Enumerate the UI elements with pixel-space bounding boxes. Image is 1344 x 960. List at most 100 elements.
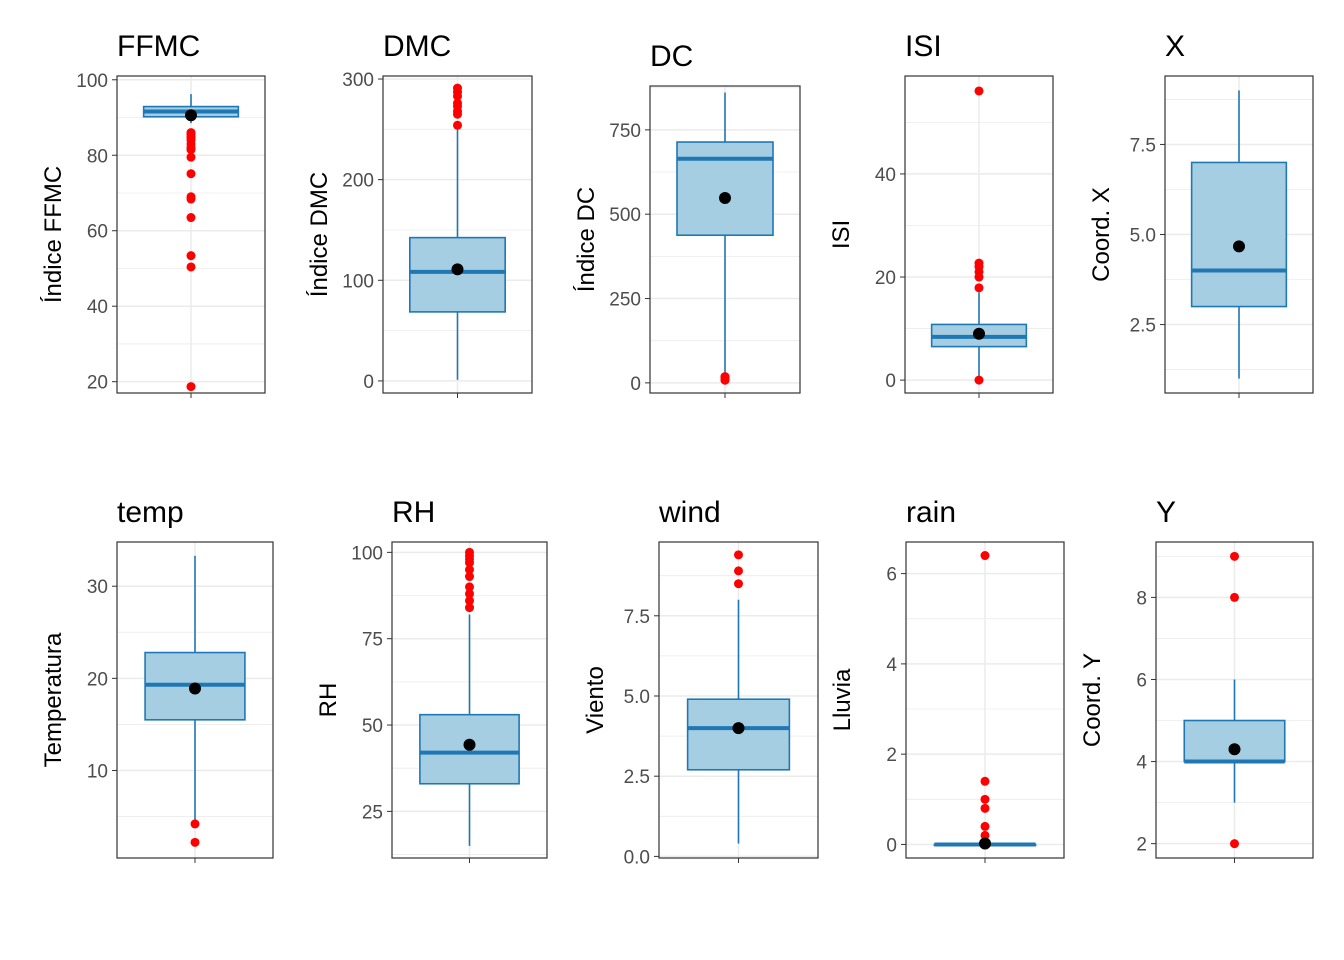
- y-tick-label: 2: [1136, 835, 1147, 856]
- y-tick-label: 300: [342, 70, 374, 91]
- y-axis-label: ISI: [828, 220, 855, 249]
- y-tick-label: 100: [342, 271, 374, 292]
- outlier-point: [734, 579, 743, 589]
- y-tick-label: 20: [87, 373, 108, 394]
- y-tick-label: 750: [609, 121, 641, 142]
- outlier-point: [465, 572, 474, 582]
- y-axis-label: Índice DC: [573, 187, 600, 292]
- panel-title: wind: [658, 496, 721, 529]
- outlier-point: [980, 803, 990, 813]
- outlier-point: [974, 375, 984, 385]
- outlier-point: [465, 582, 474, 592]
- outlier-point: [186, 251, 196, 261]
- outlier-point: [1230, 839, 1239, 849]
- outlier-point: [980, 830, 990, 840]
- y-tick-label: 20: [87, 669, 108, 690]
- panel-border: [905, 541, 1065, 859]
- panel-rh: 25 50 75 100 RH RH: [315, 496, 548, 863]
- y-axis-label: Temperatura: [40, 632, 67, 767]
- mean-point: [189, 682, 201, 695]
- outlier-point: [980, 794, 990, 804]
- panel-isi: 0 20 40 ISI ISI: [828, 30, 1054, 398]
- outlier-point: [465, 596, 474, 606]
- outlier-point: [186, 128, 196, 138]
- panel-title: rain: [906, 496, 956, 529]
- outlier-point: [465, 603, 474, 613]
- y-tick-label: 60: [87, 222, 108, 243]
- y-tick-label: 2.5: [624, 767, 650, 788]
- panel-border: [1155, 541, 1314, 859]
- y-tick-label: 8: [1136, 588, 1147, 609]
- y-axis-label: Índice FFMC: [40, 166, 67, 303]
- panel-title: temp: [117, 496, 184, 529]
- y-tick-label: 500: [609, 205, 641, 226]
- outlier-point: [186, 213, 196, 223]
- outlier-point: [186, 192, 196, 202]
- outlier-point: [734, 566, 743, 576]
- y-tick-label: 5.0: [1130, 226, 1156, 247]
- y-tick-label: 25: [362, 802, 383, 823]
- outlier-point: [734, 550, 743, 560]
- y-tick-label: 80: [87, 146, 108, 167]
- outlier-point: [453, 98, 462, 108]
- y-tick-label: 0.0: [624, 847, 650, 868]
- mean-point: [185, 109, 197, 122]
- outlier-point: [190, 837, 200, 847]
- outlier-point: [974, 86, 984, 96]
- panel-ffmc: 20 40 60 80 100 FFMC Índice FFMC: [40, 30, 266, 398]
- outlier-point: [1230, 592, 1239, 602]
- y-tick-label: 2.5: [1130, 316, 1156, 337]
- y-tick-label: 6: [886, 565, 897, 586]
- outlier-point: [186, 262, 196, 272]
- outlier-point: [974, 283, 984, 293]
- panel-border: [1164, 75, 1314, 394]
- mean-point: [732, 722, 745, 735]
- panel-dmc: 0 100 200 300 DMC Índice DMC: [306, 30, 533, 398]
- outlier-point: [453, 120, 462, 130]
- panel-border: [116, 75, 266, 394]
- panel-temp: 10 20 30 temp Temperatura: [40, 496, 274, 863]
- y-tick-label: 40: [875, 165, 896, 186]
- y-tick-label: 7.5: [624, 607, 650, 628]
- mean-point: [451, 263, 464, 276]
- outlier-point: [465, 565, 474, 575]
- panel-border: [904, 75, 1054, 394]
- panel-dc: 0 250 500 750 DC Índice DC: [573, 40, 801, 398]
- y-tick-label: 0: [886, 835, 897, 856]
- y-tick-label: 250: [609, 290, 641, 311]
- y-tick-label: 4: [886, 655, 897, 676]
- panel-border: [658, 541, 819, 859]
- y-tick-label: 50: [362, 716, 383, 737]
- panel-wind: 0.0 2.5 5.0 7.5 wind Viento: [582, 496, 819, 868]
- outlier-point: [186, 382, 196, 392]
- y-tick-label: 4: [1136, 753, 1147, 774]
- y-tick-label: 2: [886, 745, 897, 766]
- iqr-box: [1183, 719, 1286, 763]
- panel-border: [649, 85, 801, 394]
- panel-title: X: [1165, 30, 1185, 63]
- y-tick-label: 10: [87, 761, 108, 782]
- mean-point: [979, 837, 991, 850]
- y-tick-label: 5.0: [624, 687, 650, 708]
- iqr-box: [676, 141, 774, 237]
- y-tick-label: 100: [351, 543, 383, 564]
- y-tick-label: 30: [87, 577, 108, 598]
- outlier-point: [186, 152, 196, 162]
- y-axis-label: Viento: [582, 666, 609, 734]
- y-axis-label: RH: [315, 683, 342, 718]
- iqr-box: [1190, 161, 1288, 308]
- y-tick-label: 20: [875, 268, 896, 289]
- y-tick-label: 200: [342, 171, 374, 192]
- panel-border: [382, 75, 533, 394]
- outlier-point: [453, 83, 462, 93]
- panel-title: RH: [392, 496, 435, 529]
- outlier-point: [980, 551, 990, 561]
- outlier-point: [720, 372, 730, 382]
- y-axis-label: Índice DMC: [306, 172, 333, 297]
- panel-rain: 0 2 4 6 rain Lluvia: [829, 496, 1065, 863]
- y-tick-label: 6: [1136, 670, 1147, 691]
- panel-title: DMC: [383, 30, 451, 63]
- panel-title: ISI: [905, 30, 942, 63]
- panel-title: DC: [650, 40, 693, 73]
